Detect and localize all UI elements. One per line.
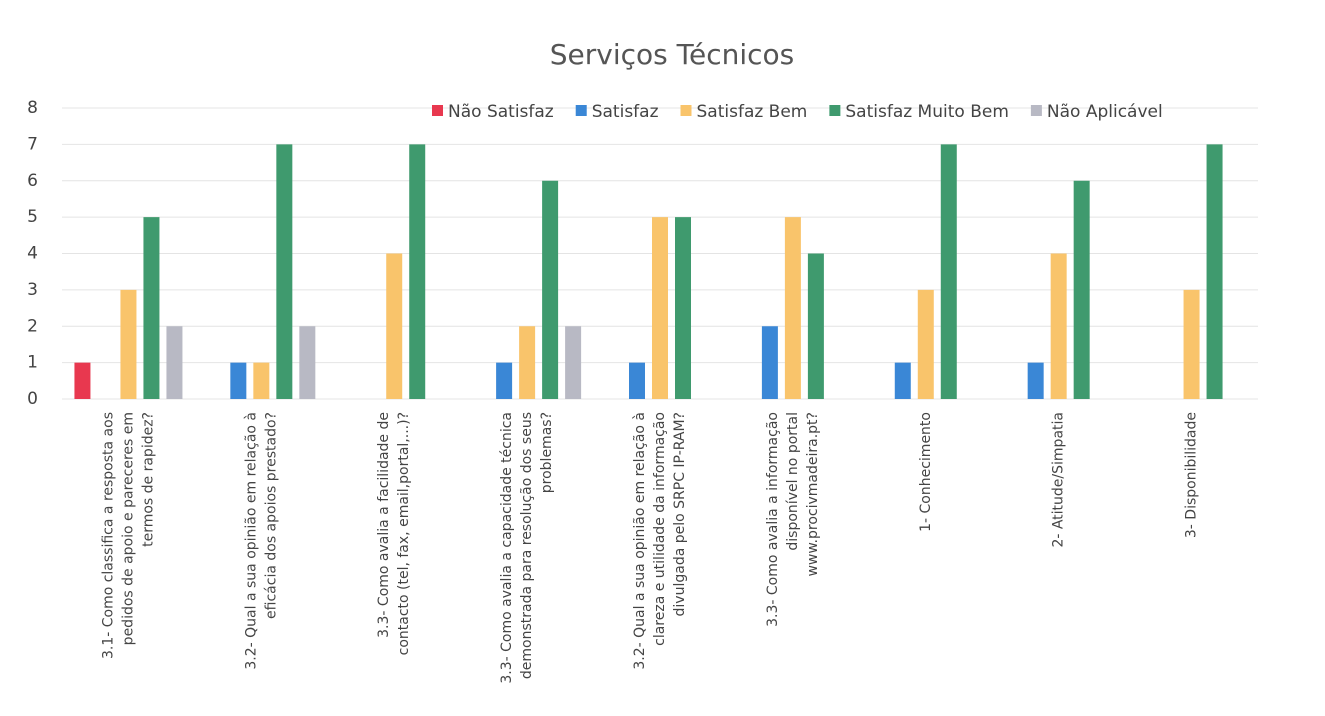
- bar: [894, 362, 911, 399]
- y-tick-label: 4: [27, 244, 38, 264]
- y-tick-label: 1: [27, 353, 38, 373]
- bar: [253, 362, 270, 399]
- bar: [629, 362, 645, 399]
- bar: [761, 326, 778, 399]
- x-tick-label: eficácia dos apoios prestado?: [263, 412, 279, 619]
- bar: [230, 362, 247, 399]
- bar: [652, 217, 668, 399]
- bar: [1027, 362, 1044, 399]
- x-tick-label: 2- Atitude/Simpatia: [1051, 412, 1067, 548]
- x-tick-label: disponível no portal: [785, 412, 801, 551]
- chart-title: Serviços Técnicos: [550, 38, 794, 71]
- x-tick-label: 1- Conhecimento: [918, 412, 934, 532]
- x-tick-label: 3- Disponibilidade: [1184, 412, 1200, 538]
- y-tick-label: 5: [27, 207, 38, 227]
- legend-label: Satisfaz: [592, 102, 659, 122]
- bar: [409, 144, 426, 399]
- bar: [120, 289, 137, 399]
- bar: [299, 326, 316, 399]
- x-tick-label: divulgada pelo SRPC IP-RAM?: [672, 412, 688, 616]
- x-tick-label: www.procivmadeira.pt?: [805, 412, 821, 577]
- bar: [940, 144, 957, 399]
- x-tick-label: termos de rapidez?: [140, 412, 156, 547]
- legend-swatch: [680, 105, 692, 116]
- y-tick-label: 3: [27, 280, 38, 300]
- bar: [675, 217, 691, 399]
- bar: [784, 217, 801, 399]
- y-tick-label: 2: [27, 316, 38, 336]
- y-tick-label: 0: [27, 389, 38, 409]
- y-tick-label: 6: [27, 171, 38, 191]
- x-tick-label: contacto (tel, fax, email,portal,...)?: [396, 412, 412, 655]
- bar: [276, 144, 293, 399]
- legend-swatch: [829, 105, 841, 116]
- bar: [1073, 180, 1090, 399]
- x-tick-label: 3.2- Qual a sua opinião em relação à: [632, 412, 648, 670]
- legend-label: Satisfaz Muito Bem: [845, 102, 1009, 122]
- bar: [1050, 253, 1067, 399]
- bar: [1206, 144, 1223, 399]
- bar: [542, 180, 559, 399]
- bar: [143, 217, 160, 399]
- x-tick-label: 3.1- Como classifica a resposta aos: [100, 412, 116, 659]
- legend-label: Satisfaz Bem: [697, 102, 808, 122]
- bar: [386, 253, 403, 399]
- bar: [519, 326, 536, 399]
- bar: [496, 362, 513, 399]
- x-tick-label: problemas?: [539, 412, 555, 493]
- bar: [1183, 289, 1200, 399]
- legend-swatch: [1030, 105, 1042, 116]
- x-tick-label: 3.3- Como avalia a facilidade de: [376, 412, 392, 638]
- bar: [917, 289, 934, 399]
- bar: [565, 326, 582, 399]
- legend-swatch: [432, 105, 443, 116]
- legend-label: Não Aplicável: [1047, 102, 1163, 122]
- x-tick-label: clareza e utilidade da informação: [652, 412, 668, 646]
- x-tick-label: 3.3- Como avalia a capacidade técnica: [499, 412, 515, 684]
- bar: [166, 326, 183, 399]
- y-tick-label: 7: [27, 134, 38, 154]
- x-tick-label: pedidos de apoio e pareceres em: [120, 412, 136, 645]
- x-tick-label: 3.2- Qual a sua opinião em relação à: [243, 412, 259, 670]
- bar: [807, 253, 824, 399]
- x-tick-label: demonstrada para resolução dos seus: [519, 412, 535, 679]
- legend-swatch: [575, 105, 587, 116]
- bar: [74, 362, 91, 399]
- y-tick-label: 8: [27, 98, 38, 118]
- x-tick-label: 3.3- Como avalia a informação: [765, 412, 781, 627]
- legend-label: Não Satisfaz: [448, 102, 554, 122]
